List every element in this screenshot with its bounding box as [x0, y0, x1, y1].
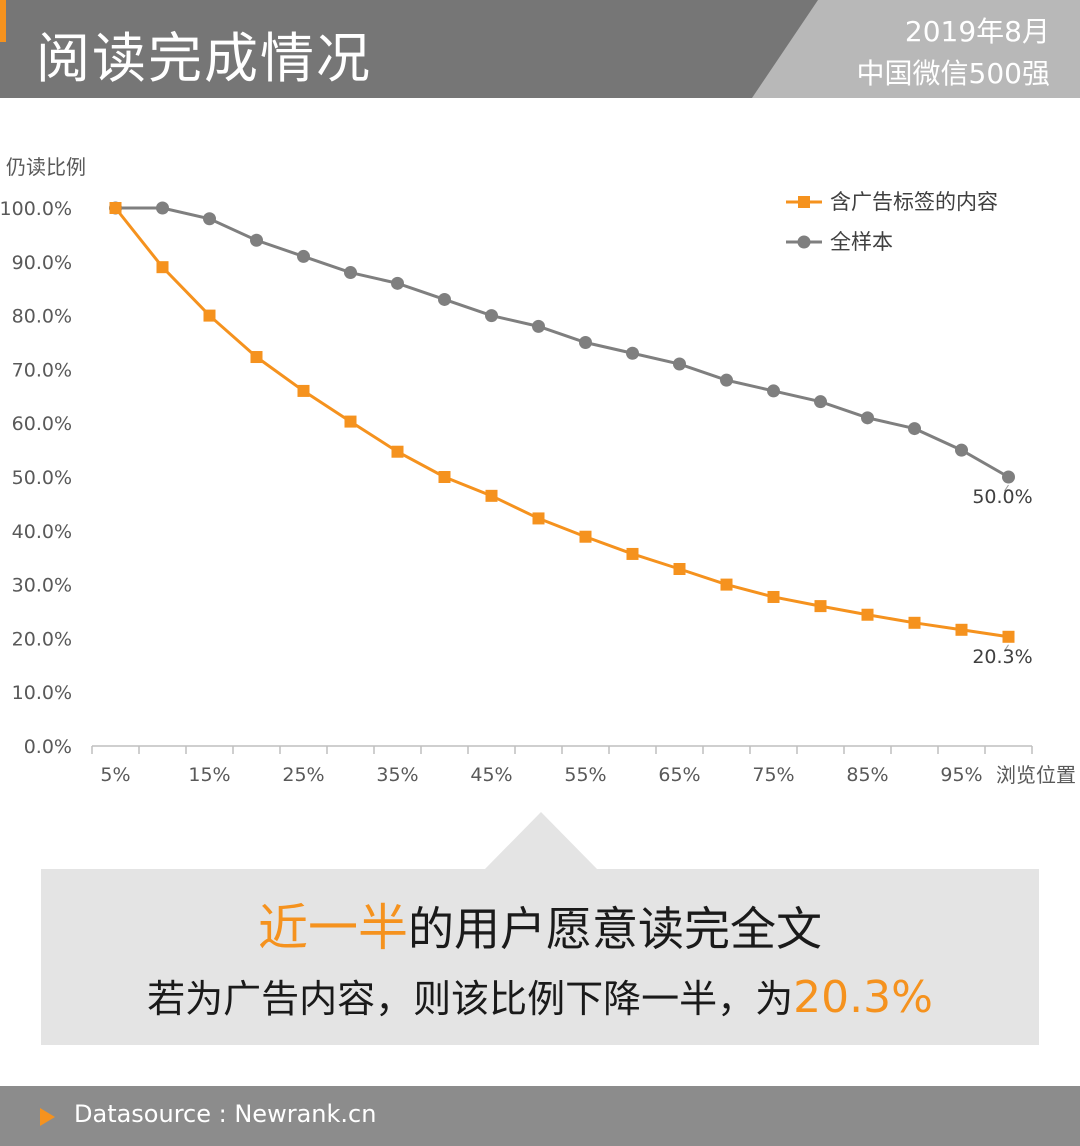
x-tick-label: 75%	[752, 764, 794, 786]
sample-label: 中国微信500强	[856, 57, 1050, 90]
data-point	[720, 373, 733, 387]
finding-text-1: 的用户愿意读完全文	[408, 902, 822, 956]
x-tick-label: 65%	[658, 764, 700, 786]
data-point	[438, 292, 451, 306]
y-tick-label: 10.0%	[12, 682, 72, 704]
data-point	[955, 443, 968, 457]
data-point	[767, 384, 780, 398]
footer-bar: Datasource : Newrank.cn	[0, 1086, 1080, 1146]
callout-box	[41, 869, 1039, 1045]
data-point	[297, 384, 310, 397]
data-point	[485, 489, 498, 502]
data-point	[109, 202, 122, 214]
page-title: 阅读完成情况	[36, 27, 372, 90]
data-point	[532, 319, 545, 333]
data-point	[626, 346, 639, 360]
data-point	[861, 608, 874, 621]
data-point	[297, 249, 310, 263]
data-point	[485, 309, 498, 323]
data-point	[673, 562, 686, 575]
x-axis-label: 浏览位置	[996, 763, 1076, 787]
series-line	[115, 206, 1010, 479]
y-tick-label: 100.0%	[0, 198, 72, 220]
x-tick-label: 45%	[470, 764, 512, 786]
data-point	[908, 616, 921, 629]
x-tick-label: 5%	[100, 764, 130, 786]
line-chart: 仍读比例 浏览位置 0.0% 10.0% 20.0% 30.0% 40.0% 50.0% 6…	[0, 155, 1076, 787]
header-banner: 阅读完成情况 2019年8月 中国微信500强	[0, 0, 1080, 98]
report-date: 2019年8月	[904, 15, 1050, 48]
data-point	[673, 357, 686, 371]
y-tick-label: 80.0%	[12, 306, 72, 328]
legend-marker	[797, 235, 811, 249]
finding-line-2: 若为广告内容，则该比例下降一半，为20.3%	[0, 968, 1080, 1023]
data-point	[579, 336, 592, 349]
legend-label: 含广告标签的内容	[830, 190, 998, 214]
y-tick-label: 50.0%	[12, 467, 72, 489]
y-tick-label: 70.0%	[12, 359, 72, 381]
finding-text-2: 若为广告内容，则该比例下降一半，为	[147, 977, 794, 1021]
data-source: Datasource : Newrank.cn	[74, 1100, 377, 1128]
data-point	[250, 351, 263, 364]
reading-completion-chart: 仍读比例 浏览位置 0.0% 10.0% 20.0% 30.0% 40.0% 50.0% 6…	[0, 140, 1080, 800]
y-tick-label: 60.0%	[12, 413, 72, 435]
data-point	[1002, 630, 1015, 643]
legend-marker	[798, 196, 810, 208]
y-tick-label: 30.0%	[12, 575, 72, 597]
y-axis-ticks: 0.0% 10.0% 20.0% 30.0% 40.0% 50.0% 60.0% 70.0% 8…	[0, 198, 72, 758]
data-point	[908, 422, 921, 436]
play-arrow-icon	[40, 1108, 55, 1126]
data-point	[203, 309, 216, 322]
legend-label: 全样本	[830, 230, 893, 254]
data-point	[720, 578, 733, 591]
data-point	[391, 445, 404, 458]
data-point	[1002, 470, 1015, 484]
y-tick-label: 40.0%	[12, 521, 72, 543]
label-leader	[1004, 644, 1009, 652]
data-point	[203, 212, 216, 226]
finding-line-1: 近一半的用户愿意读完全文	[0, 888, 1080, 960]
data-point	[250, 233, 263, 247]
data-point	[861, 411, 874, 425]
x-tick-label: 25%	[282, 764, 324, 786]
data-point	[391, 276, 404, 290]
y-tick-label: 90.0%	[12, 252, 72, 274]
series-line	[114, 207, 1009, 639]
legend-item: 全样本	[786, 230, 893, 254]
data-point	[626, 547, 639, 560]
legend-item: 含广告标签的内容	[786, 190, 998, 214]
data-point	[156, 201, 169, 215]
label-leader	[1004, 484, 1009, 492]
data-point	[955, 623, 968, 636]
data-point	[814, 600, 827, 613]
x-tick-label: 85%	[846, 764, 888, 786]
y-tick-label: 20.0%	[12, 628, 72, 650]
data-point	[532, 512, 545, 525]
header-background	[0, 0, 1080, 98]
data-point	[156, 261, 169, 274]
x-tick-label: 35%	[376, 764, 418, 786]
finding-highlight-1: 近一半	[258, 899, 408, 957]
data-point	[344, 415, 357, 428]
finding-highlight-2: 20.3%	[793, 972, 933, 1023]
x-tick-label: 15%	[188, 764, 230, 786]
x-axis: 5% 15% 25% 35% 45% 55% 65% 75% 85% 95%	[91, 745, 1033, 786]
y-axis-label: 仍读比例	[6, 155, 86, 179]
callout-pointer	[484, 812, 598, 870]
key-finding-callout: 近一半的用户愿意读完全文 若为广告内容，则该比例下降一半，为20.3%	[0, 812, 1080, 1052]
data-point	[344, 266, 357, 280]
x-tick-label: 55%	[564, 764, 606, 786]
data-point	[579, 530, 592, 543]
data-point	[814, 395, 827, 409]
data-point	[767, 590, 780, 603]
series-layer: 50.0% 20.3%	[109, 201, 1033, 668]
data-point	[438, 471, 451, 483]
data-label: 20.3%	[972, 646, 1032, 668]
data-label: 50.0%	[972, 486, 1032, 508]
y-tick-label: 0.0%	[24, 736, 72, 758]
x-tick-label: 95%	[940, 764, 982, 786]
